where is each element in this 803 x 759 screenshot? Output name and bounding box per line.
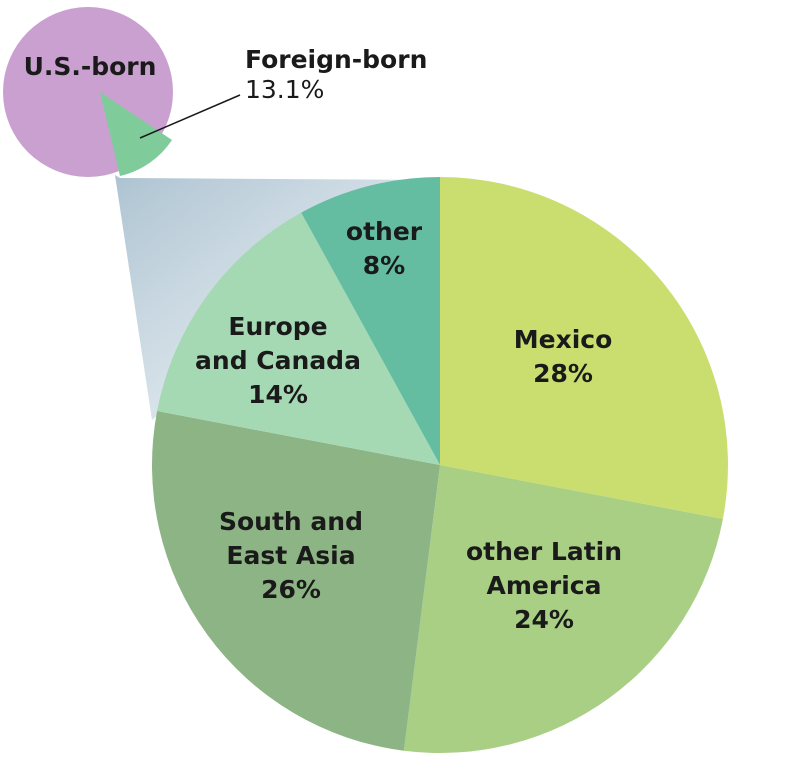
slice-label-europe-canada: Europe and Canada 14% — [195, 312, 361, 409]
svg-text:Europe: Europe — [228, 312, 327, 341]
svg-text:24%: 24% — [514, 605, 574, 634]
slice-mexico — [440, 177, 728, 519]
svg-text:8%: 8% — [363, 251, 405, 280]
slice-label-other-latin-america: other Latin America 24% — [466, 537, 622, 634]
svg-text:South and: South and — [219, 507, 363, 536]
slice-label-mexico: Mexico 28% — [514, 325, 613, 388]
us-born-label: U.S.-born — [24, 52, 157, 81]
svg-text:14%: 14% — [248, 380, 308, 409]
svg-text:America: America — [487, 571, 602, 600]
slice-other — [301, 177, 440, 465]
svg-text:28%: 28% — [533, 359, 593, 388]
svg-text:other: other — [346, 217, 423, 246]
foreign-born-leader-line — [139, 94, 241, 139]
svg-text:26%: 26% — [261, 575, 321, 604]
svg-text:Mexico: Mexico — [514, 325, 613, 354]
slice-other-latin-america — [403, 465, 723, 753]
slice-south-and-east-asia — [151, 411, 440, 751]
slice-label-other: other 8% — [346, 217, 423, 280]
foreign-born-value: 13.1% — [245, 75, 324, 104]
svg-text:other Latin: other Latin — [466, 537, 622, 566]
slice-foreign-born — [100, 92, 172, 176]
slice-label-south-east-asia: South and East Asia 26% — [219, 507, 363, 604]
small-pie — [3, 7, 173, 177]
big-pie — [151, 177, 728, 753]
svg-text:East Asia: East Asia — [226, 541, 355, 570]
slice-europe-and-canada — [157, 212, 441, 465]
svg-text:and Canada: and Canada — [195, 346, 361, 375]
foreign-born-label: Foreign-born — [245, 45, 427, 74]
